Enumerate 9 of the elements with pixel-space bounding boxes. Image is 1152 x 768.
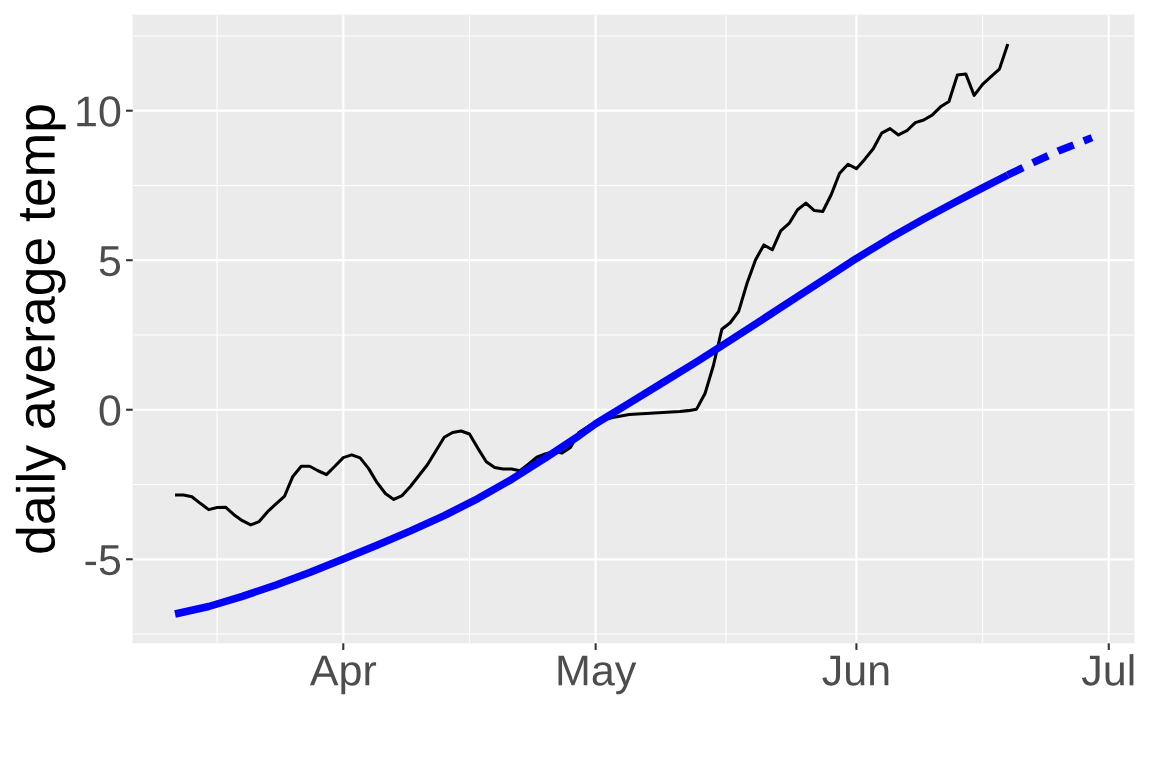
y-tick-label: 10 <box>77 96 121 127</box>
x-tick-label: Jun <box>822 655 889 686</box>
y-tick-label: 0 <box>99 395 121 426</box>
x-tick-label: May <box>558 655 637 695</box>
y-tick-label: 5 <box>99 246 121 277</box>
x-tick-label: Apr <box>309 655 377 695</box>
y-axis-title: daily average temp <box>15 105 66 553</box>
y-tick-label: -5 <box>85 545 121 576</box>
x-tick-label: Jul <box>1081 654 1134 686</box>
